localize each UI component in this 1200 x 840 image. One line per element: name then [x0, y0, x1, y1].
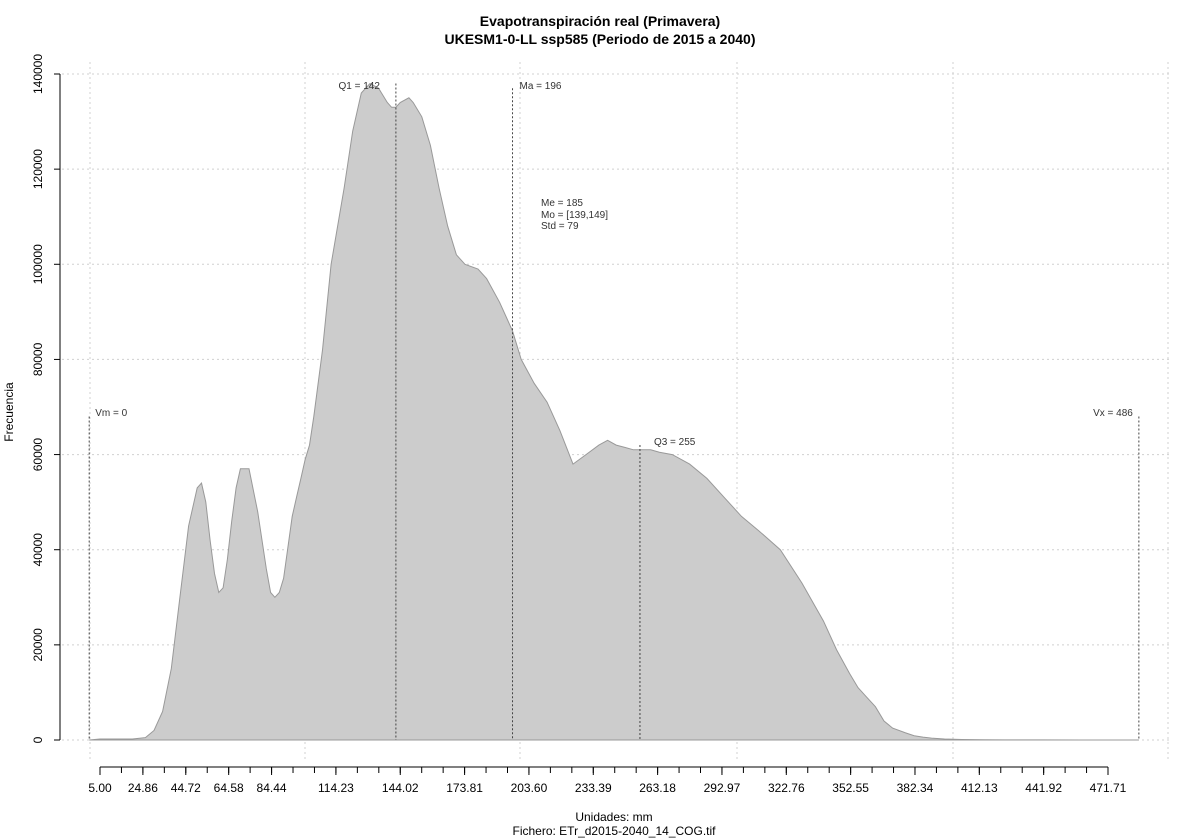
- chart-title: Evapotranspiración real (Primavera): [480, 13, 720, 29]
- x-tick-label: 233.39: [575, 781, 612, 795]
- x-tick-label: 412.13: [961, 781, 998, 795]
- density-area: [89, 82, 1139, 741]
- axes: 0 20000 40000 60000 80000 100000 120000 140000 5…: [31, 54, 1127, 795]
- x-axis-label: Unidades: mm: [575, 810, 652, 824]
- y-tick-label: 80000: [31, 342, 45, 376]
- y-tick-label: 120000: [31, 149, 45, 189]
- y-tick-label: 60000: [31, 438, 45, 472]
- y-tick-label: 140000: [31, 54, 45, 94]
- x-tick-label: 84.44: [257, 781, 287, 795]
- reference-label: Vm = 0: [95, 408, 127, 419]
- y-tick-label: 0: [31, 736, 45, 743]
- reference-label: Vx = 486: [1093, 408, 1133, 419]
- x-tick-label: 64.58: [214, 781, 244, 795]
- file-label: Fichero: ETr_d2015-2040_14_COG.tif: [513, 824, 717, 838]
- x-tick-label: 292.97: [704, 781, 741, 795]
- x-tick-label: 5.00: [88, 781, 112, 795]
- x-tick-label: 441.92: [1025, 781, 1062, 795]
- chart-subtitle: UKESM1-0-LL ssp585 (Periodo de 2015 a 20…: [445, 31, 756, 47]
- x-tick-label: 44.72: [171, 781, 201, 795]
- x-tick-label: 114.23: [318, 781, 354, 795]
- reference-label: Q1 = 142: [338, 81, 380, 92]
- stat-mode: Mo = [139,149]: [541, 210, 608, 221]
- stat-median: Me = 185: [541, 198, 583, 209]
- x-tick-label: 24.86: [128, 781, 158, 795]
- x-tick-label: 382.34: [897, 781, 934, 795]
- x-tick-label: 173.81: [446, 781, 483, 795]
- x-tick-label: 471.71: [1090, 781, 1127, 795]
- x-tick-label: 203.60: [511, 781, 548, 795]
- stats-box: Me = 185 Mo = [139,149] Std = 79: [541, 198, 608, 232]
- reference-lines: Vm = 0 Q1 = 142 Ma = 196 Q3 = 255 Vx = 486: [88, 81, 1140, 740]
- reference-label: Q3 = 255: [654, 437, 696, 448]
- y-axis-label: Frecuencia: [2, 382, 16, 442]
- x-tick-label: 263.18: [639, 781, 676, 795]
- stat-std: Std = 79: [541, 221, 579, 232]
- x-tick-label: 144.02: [382, 781, 419, 795]
- y-tick-label: 100000: [31, 244, 45, 284]
- y-tick-label: 20000: [31, 628, 45, 662]
- x-tick-label: 322.76: [768, 781, 805, 795]
- y-tick-label: 40000: [31, 533, 45, 567]
- reference-label: Ma = 196: [520, 81, 562, 92]
- x-tick-label: 352.55: [832, 781, 869, 795]
